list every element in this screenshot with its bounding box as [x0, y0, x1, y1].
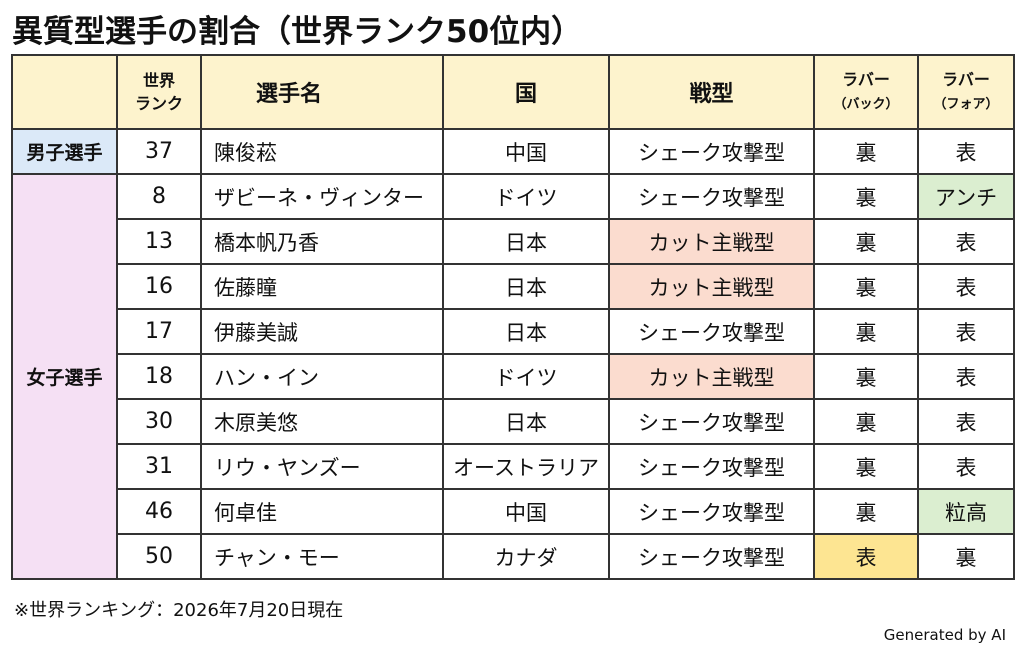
rank-cell: 37	[116, 128, 202, 175]
header-rubber-back: ラバー （バック）	[813, 54, 919, 130]
table-row: 30 木原美悠 日本 シェーク攻撃型 裏 表	[12, 398, 1015, 445]
name-cell: チャン・モー	[200, 533, 444, 580]
style-cell: シェーク攻撃型	[608, 533, 815, 580]
header-group	[11, 54, 118, 130]
fore-rubber-cell: 表	[917, 218, 1015, 265]
group-label-men: 男子選手	[11, 128, 118, 175]
back-rubber-cell: 裏	[813, 488, 919, 535]
name-cell: 佐藤瞳	[200, 263, 444, 310]
header-back-line1: ラバー	[842, 70, 890, 89]
name-cell: 伊藤美誠	[200, 308, 444, 355]
country-cell: ドイツ	[442, 173, 610, 220]
rank-cell: 50	[116, 533, 202, 580]
style-cell: シェーク攻撃型	[608, 443, 815, 490]
header-fore-line1: ラバー	[942, 70, 990, 89]
fore-rubber-cell: 表	[917, 263, 1015, 310]
table-row: 31 リウ・ヤンズー オーストラリア シェーク攻撃型 裏 表	[12, 443, 1015, 490]
style-cell: シェーク攻撃型	[608, 488, 815, 535]
country-cell: カナダ	[442, 533, 610, 580]
header-fore-line2: （フォア）	[933, 97, 999, 112]
table-row: 18 ハン・イン ドイツ カット主戦型 裏 表	[12, 353, 1015, 400]
style-cell: シェーク攻撃型	[608, 308, 815, 355]
name-cell: 何卓佳	[200, 488, 444, 535]
rank-cell: 31	[116, 443, 202, 490]
country-cell: オーストラリア	[442, 443, 610, 490]
back-rubber-cell: 裏	[813, 128, 919, 175]
back-rubber-cell: 裏	[813, 173, 919, 220]
fore-rubber-cell: 表	[917, 128, 1015, 175]
header-row: 世界 ランク 選手名 国 戦型 ラバー （バック） ラバー （フォア）	[11, 54, 1015, 130]
style-cell: カット主戦型	[608, 218, 815, 265]
rank-cell: 8	[116, 173, 202, 220]
country-cell: 日本	[442, 308, 610, 355]
back-rubber-cell: 裏	[813, 218, 919, 265]
table-row: 13 橋本帆乃香 日本 カット主戦型 裏 表	[12, 218, 1015, 265]
back-rubber-cell: 表	[813, 533, 919, 580]
header-rank-line1: 世界	[142, 71, 175, 90]
name-cell: ハン・イン	[200, 353, 444, 400]
rank-cell: 13	[116, 218, 202, 265]
style-cell: シェーク攻撃型	[608, 398, 815, 445]
back-rubber-cell: 裏	[813, 398, 919, 445]
rank-cell: 30	[116, 398, 202, 445]
name-cell: 木原美悠	[200, 398, 444, 445]
fore-rubber-cell: 裏	[917, 533, 1015, 580]
back-rubber-cell: 裏	[813, 263, 919, 310]
footnote: ※世界ランキング：2026年7月20日現在	[14, 600, 344, 621]
rank-cell: 18	[116, 353, 202, 400]
country-cell: 日本	[442, 263, 610, 310]
style-cell: シェーク攻撃型	[608, 128, 815, 175]
table-row: 女子選手 8 ザビーネ・ヴィンター ドイツ シェーク攻撃型 裏 アンチ	[11, 173, 1015, 580]
style-cell: カット主戦型	[608, 353, 815, 400]
header-country: 国	[442, 54, 610, 130]
fore-rubber-cell: 表	[917, 443, 1015, 490]
table-row: 男子選手 37 陳俊菘 中国 シェーク攻撃型 裏 表	[11, 128, 1015, 175]
table-row: 17 伊藤美誠 日本 シェーク攻撃型 裏 表	[12, 308, 1015, 355]
style-cell: カット主戦型	[608, 263, 815, 310]
header-rank-line2: ランク	[134, 94, 183, 113]
fore-rubber-cell: 表	[917, 308, 1015, 355]
country-cell: 日本	[442, 398, 610, 445]
ai-credit: Generated by AI	[883, 626, 1006, 644]
fore-rubber-cell: 表	[917, 353, 1015, 400]
players-table: 世界 ランク 選手名 国 戦型 ラバー （バック） ラバー （フォア） 男子選手…	[11, 54, 1015, 580]
header-name: 選手名	[200, 54, 444, 130]
rank-cell: 17	[116, 308, 202, 355]
header-style: 戦型	[608, 54, 815, 130]
back-rubber-cell: 裏	[813, 353, 919, 400]
style-cell: シェーク攻撃型	[608, 173, 815, 220]
name-cell: 陳俊菘	[200, 128, 444, 175]
fore-rubber-cell: アンチ	[917, 173, 1015, 220]
name-cell: 橋本帆乃香	[200, 218, 444, 265]
back-rubber-cell: 裏	[813, 308, 919, 355]
back-rubber-cell: 裏	[813, 443, 919, 490]
country-cell: 中国	[442, 488, 610, 535]
rank-cell: 46	[116, 488, 202, 535]
rank-cell: 16	[116, 263, 202, 310]
table-row: 16 佐藤瞳 日本 カット主戦型 裏 表	[12, 263, 1015, 310]
fore-rubber-cell: 表	[917, 398, 1015, 445]
page-title: 異質型選手の割合（世界ランク50位内）	[12, 14, 583, 50]
header-rubber-fore: ラバー （フォア）	[917, 54, 1015, 130]
table-row: 46 何卓佳 中国 シェーク攻撃型 裏 粒高	[12, 488, 1015, 535]
name-cell: ザビーネ・ヴィンター	[200, 173, 444, 220]
header-back-line2: （バック）	[833, 97, 899, 112]
table-row: 50 チャン・モー カナダ シェーク攻撃型 表 裏	[12, 533, 1015, 580]
country-cell: ドイツ	[442, 353, 610, 400]
group-label-women: 女子選手	[11, 173, 118, 580]
header-rank: 世界 ランク	[116, 54, 202, 130]
country-cell: 中国	[442, 128, 610, 175]
name-cell: リウ・ヤンズー	[200, 443, 444, 490]
country-cell: 日本	[442, 218, 610, 265]
fore-rubber-cell: 粒高	[917, 488, 1015, 535]
